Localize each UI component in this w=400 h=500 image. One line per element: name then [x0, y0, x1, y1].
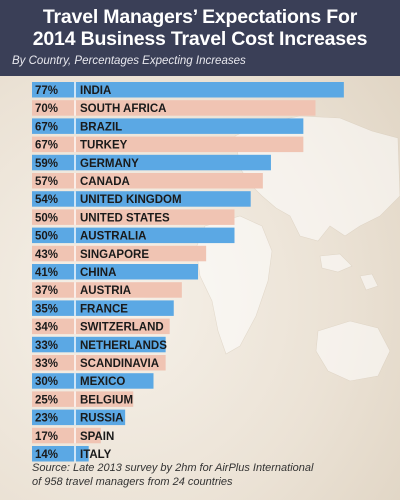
source-line-1: Source: Late 2013 survey by 2hm for AirP…	[32, 462, 314, 474]
category-label: AUSTRALIA	[80, 231, 146, 243]
bar-scandinavia	[32, 355, 166, 371]
category-label: UNITED STATES	[80, 212, 170, 224]
bar-belgium	[32, 391, 134, 407]
category-label: CHINA	[80, 267, 116, 279]
bar-divider	[74, 446, 76, 462]
bar-netherlands	[32, 336, 166, 353]
bar-divider	[74, 264, 76, 280]
bar-india	[32, 82, 344, 98]
bar-divider	[74, 118, 76, 134]
value-label: 23%	[35, 413, 58, 425]
bar-switzerland	[32, 318, 170, 335]
category-label: SWITZERLAND	[80, 322, 164, 334]
value-label: 33%	[35, 340, 58, 352]
bar-divider	[74, 282, 76, 298]
bar-austria	[32, 282, 182, 298]
bar-divider	[74, 227, 76, 244]
category-label: BELGIUM	[80, 394, 133, 406]
category-label: AUSTRIA	[80, 285, 131, 297]
category-label: TURKEY	[80, 140, 128, 152]
value-label: 57%	[35, 176, 58, 188]
bar-russia	[32, 409, 126, 426]
value-label: 67%	[35, 140, 58, 152]
category-label: GERMANY	[80, 158, 139, 170]
value-label: 17%	[35, 431, 58, 443]
value-label: 25%	[35, 394, 58, 406]
title-line-2: 2014 Business Travel Cost Increases	[32, 28, 368, 50]
bar-divider	[74, 100, 76, 116]
category-label: SPAIN	[80, 431, 114, 443]
value-label: 33%	[35, 358, 58, 370]
category-label: ITALY	[80, 449, 112, 461]
bar-south-africa	[32, 100, 316, 116]
bar-australia	[32, 227, 235, 244]
bar-turkey	[32, 136, 304, 153]
category-label: NETHERLANDS	[80, 340, 167, 352]
header-banner: Travel Managers’ Expectations For 2014 B…	[0, 0, 400, 76]
category-label: SINGAPORE	[80, 249, 149, 261]
category-label: BRAZIL	[80, 121, 122, 133]
value-label: 30%	[35, 376, 58, 388]
category-label: UNITED KINGDOM	[80, 194, 182, 206]
bar-divider	[74, 373, 76, 389]
bar-divider	[74, 355, 76, 371]
value-label: 37%	[35, 285, 58, 297]
bar-divider	[74, 191, 76, 207]
value-label: 34%	[35, 322, 58, 334]
bar-spain	[32, 427, 101, 444]
bar-divider	[74, 173, 76, 189]
category-label: SOUTH AFRICA	[80, 103, 166, 115]
value-label: 14%	[35, 449, 58, 461]
bar-china	[32, 264, 199, 280]
bar-germany	[32, 154, 271, 171]
category-label: RUSSIA	[80, 413, 123, 425]
bar-canada	[32, 173, 263, 189]
category-label: INDIA	[80, 85, 111, 97]
bar-divider	[74, 391, 76, 407]
value-label: 70%	[35, 103, 58, 115]
value-label: 41%	[35, 267, 58, 279]
title-line-1: Travel Managers’ Expectations For	[42, 6, 358, 28]
bar-mexico	[32, 373, 154, 389]
source-note: Source: Late 2013 survey by 2hm for AirP…	[32, 461, 313, 489]
bar-divider	[74, 409, 76, 426]
value-label: 43%	[35, 249, 58, 261]
category-label: SCANDINAVIA	[80, 358, 159, 370]
category-label: FRANCE	[80, 303, 128, 315]
chart-subtitle: By Country, Percentages Expecting Increa…	[12, 55, 246, 67]
bar-divider	[74, 245, 76, 262]
bar-divider	[74, 209, 76, 225]
value-label: 54%	[35, 194, 58, 206]
bar-divider	[74, 300, 76, 316]
bar-divider	[74, 336, 76, 353]
bar-divider	[74, 427, 76, 444]
category-label: MEXICO	[80, 376, 125, 388]
value-label: 50%	[35, 231, 58, 243]
bar-divider	[74, 82, 76, 98]
bar-united-states	[32, 209, 235, 225]
value-label: 59%	[35, 158, 58, 170]
value-label: 35%	[35, 303, 58, 315]
value-label: 67%	[35, 121, 58, 133]
value-label: 77%	[35, 85, 58, 97]
bar-united-kingdom	[32, 191, 251, 207]
bar-brazil	[32, 118, 304, 134]
value-label: 50%	[35, 212, 58, 224]
category-label: CANADA	[80, 176, 130, 188]
bar-france	[32, 300, 174, 316]
source-line-2: of 958 travel managers from 24 countries	[32, 476, 233, 488]
bar-divider	[74, 318, 76, 335]
bar-divider	[74, 154, 76, 171]
chart-title: Travel Managers’ Expectations For 2014 B…	[0, 6, 400, 50]
bar-divider	[74, 136, 76, 153]
